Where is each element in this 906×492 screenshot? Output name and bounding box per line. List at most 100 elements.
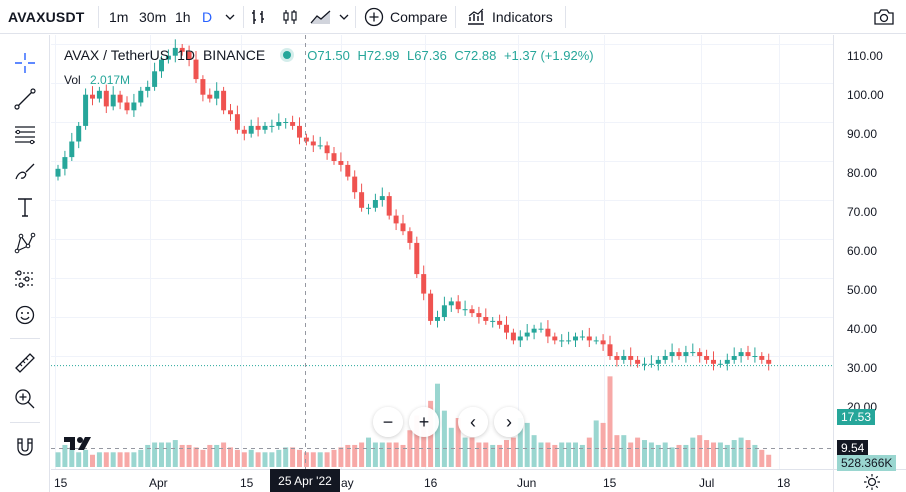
volume-bar — [255, 452, 261, 467]
volume-bar — [586, 437, 592, 467]
volume-bar — [628, 442, 634, 467]
crosshair-tool[interactable] — [11, 49, 39, 77]
volume-bar — [110, 452, 116, 467]
volume-bar — [476, 442, 482, 467]
candle-body — [255, 125, 261, 130]
snapshot-button[interactable] — [873, 0, 895, 34]
candle-body — [545, 328, 551, 337]
candle-body — [248, 125, 254, 134]
zoom-out-button[interactable]: − — [373, 407, 403, 437]
crosshair-icon — [15, 53, 35, 73]
text-tool[interactable] — [11, 193, 39, 221]
candle-body — [303, 137, 309, 142]
pattern-tool[interactable] — [11, 229, 39, 257]
bars-style-button[interactable] — [250, 0, 268, 34]
candle-body — [83, 94, 89, 126]
volume-bar — [407, 430, 413, 467]
candle-body — [635, 359, 641, 364]
zoom-in-button[interactable]: + — [409, 407, 439, 437]
sun-gear-icon — [864, 474, 880, 490]
time-label: 16 — [424, 476, 438, 490]
candle-body — [745, 352, 751, 356]
candle-body — [234, 114, 240, 130]
volume-bar — [421, 420, 427, 467]
candle-body — [310, 141, 316, 146]
interval-1m-button[interactable]: 1m — [109, 9, 129, 25]
volume-bar — [469, 437, 475, 467]
candle-body — [435, 317, 440, 321]
candle-body — [579, 336, 585, 338]
volume-bar — [241, 452, 247, 467]
area-style-button[interactable] — [310, 0, 332, 34]
candle-body — [497, 320, 503, 325]
candle-body — [428, 293, 434, 321]
price-label: 70.00 — [847, 205, 878, 219]
chart-pane[interactable]: AVAX / TetherUS 1D BINANCE O71.50 H72.99… — [51, 35, 906, 492]
volume-bar — [697, 435, 703, 467]
volume-bar — [745, 440, 751, 467]
symbol-search[interactable]: AVAXUSDT — [8, 9, 85, 25]
measure-tool[interactable] — [11, 349, 39, 377]
volume-bar — [290, 447, 296, 467]
interval-dropdown-button[interactable] — [225, 0, 235, 34]
candle-body — [283, 122, 289, 123]
volume-bar — [338, 447, 344, 467]
icons-tool[interactable] — [11, 301, 39, 329]
volume-bar — [662, 442, 668, 467]
scroll-left-button[interactable]: ‹ — [458, 407, 488, 437]
volume-bar — [690, 437, 696, 467]
magnet-icon — [17, 438, 33, 456]
candle-body — [352, 176, 358, 193]
candle-body — [386, 196, 392, 216]
volume-bar — [614, 435, 620, 467]
time-label: Jul — [699, 476, 715, 490]
interval-1h-button[interactable]: 1h — [175, 9, 191, 25]
candle-body — [317, 145, 323, 147]
legend-exchange: BINANCE — [202, 47, 266, 63]
chart-style-dropdown-button[interactable] — [339, 0, 349, 34]
candle-body — [655, 359, 661, 364]
ruler-icon — [15, 353, 35, 373]
crosshair-price-badge: 9.54 — [837, 440, 869, 456]
prediction-tool[interactable] — [11, 265, 39, 293]
candle-body — [573, 336, 578, 341]
candle-body — [621, 356, 627, 360]
trend-line-tool[interactable] — [11, 85, 39, 113]
candle-body — [221, 90, 227, 111]
candlestick-chart[interactable] — [51, 35, 906, 492]
bar-chart-icon — [252, 10, 264, 24]
candle-body — [462, 309, 468, 311]
fib-retracement-tool[interactable] — [11, 121, 39, 149]
scroll-right-button[interactable]: › — [494, 407, 524, 437]
candle-body — [76, 125, 82, 142]
candle-body — [179, 47, 185, 52]
volume-bar — [138, 449, 144, 467]
volume-bar — [462, 437, 468, 467]
candle-body — [483, 317, 489, 321]
compare-button[interactable]: Compare — [364, 0, 448, 34]
volume-bar — [386, 442, 392, 467]
chart-settings-button[interactable] — [863, 473, 881, 491]
interval-d-button[interactable]: D — [202, 9, 213, 25]
candle-body — [524, 332, 530, 337]
candle-body — [738, 352, 744, 356]
candle-body — [138, 90, 144, 103]
magnet-tool[interactable] — [11, 433, 39, 461]
market-status-dot[interactable] — [283, 51, 292, 59]
tradingview-logo[interactable] — [63, 433, 95, 453]
candle-body — [731, 356, 737, 360]
zoom-in-tool[interactable] — [11, 385, 39, 413]
volume-bar — [676, 444, 682, 467]
interval-30m-button[interactable]: 30m — [139, 9, 167, 25]
candle-body — [269, 125, 275, 127]
candle-body — [152, 71, 158, 87]
volume-bar — [717, 442, 723, 467]
candles-style-button[interactable] — [281, 0, 299, 34]
brush-tool[interactable] — [11, 157, 39, 185]
tradingview-logo-icon — [64, 437, 91, 450]
candle-body — [566, 340, 572, 342]
indicators-button[interactable]: Indicators — [466, 0, 553, 34]
candle-body — [669, 352, 675, 356]
candle-body — [648, 363, 654, 365]
crosshair-date-label: 25 Apr '22 — [270, 469, 340, 492]
